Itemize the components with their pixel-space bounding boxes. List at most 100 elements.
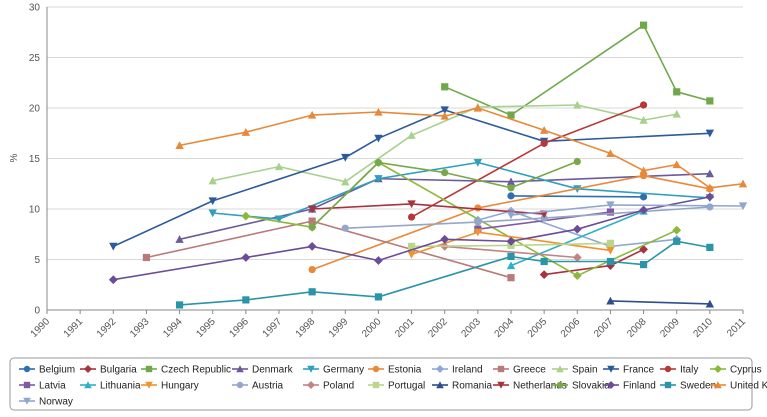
series-line-romania bbox=[610, 300, 710, 305]
data-point-united-kingdom-e-w bbox=[672, 160, 681, 169]
legend-label: Latvia bbox=[39, 381, 66, 392]
legend-item-estonia: Estonia bbox=[368, 365, 422, 376]
series-czech-republic bbox=[441, 21, 714, 119]
legend-item-spain: Spain bbox=[552, 365, 598, 376]
legend-swatch-marker bbox=[714, 365, 722, 373]
legend-swatch-marker bbox=[556, 365, 564, 373]
data-point-slovakia bbox=[374, 158, 383, 167]
series-line-estonia bbox=[311, 174, 711, 271]
data-point-portugal bbox=[606, 239, 615, 247]
data-point-romania bbox=[705, 299, 715, 308]
legend-swatch-marker bbox=[607, 365, 615, 373]
legend-swatch-marker bbox=[84, 381, 92, 389]
data-point-germany bbox=[274, 215, 284, 224]
data-point-estonia bbox=[308, 266, 316, 274]
data-point-france bbox=[109, 242, 118, 251]
legend-label: Germany bbox=[323, 365, 364, 376]
data-point-norway bbox=[738, 202, 748, 211]
legend-item-lithuania: Lithuania bbox=[80, 381, 141, 392]
series-belgium bbox=[507, 192, 648, 201]
data-point-sweden bbox=[175, 301, 184, 309]
data-point-belgium bbox=[639, 193, 648, 201]
series-line-sweden bbox=[179, 240, 711, 306]
data-point-czech-republic bbox=[706, 97, 714, 105]
series-line-austria bbox=[345, 206, 710, 229]
data-point-united-kingdom-e-w bbox=[473, 103, 483, 112]
data-point-sweden bbox=[374, 293, 383, 301]
series-netherlands bbox=[307, 200, 549, 219]
data-point-czech-republic bbox=[441, 83, 449, 91]
data-point-germany bbox=[208, 209, 217, 218]
data-point-united-kingdom-e-w bbox=[539, 126, 549, 134]
legend-item-finland: Finland bbox=[603, 381, 656, 392]
data-point-denmark bbox=[506, 177, 516, 186]
legend-swatch-marker bbox=[436, 365, 444, 373]
data-point-estonia bbox=[474, 204, 482, 212]
legend-swatch-marker bbox=[84, 365, 92, 373]
legend-label: Finland bbox=[623, 381, 656, 392]
legend-item-united-kingdom-e-w: United Kingdom (E&W) bbox=[710, 381, 767, 392]
legend-label: Cyprus bbox=[730, 365, 762, 376]
legend-item-greece: Greece bbox=[493, 365, 546, 376]
legend-swatch-marker bbox=[664, 365, 672, 373]
legend-label: Greece bbox=[513, 365, 546, 376]
data-point-slovakia bbox=[441, 169, 449, 177]
data-point-germany bbox=[374, 175, 383, 183]
data-point-lithuania bbox=[506, 261, 516, 270]
data-point-finland bbox=[108, 275, 118, 285]
data-point-finland bbox=[705, 192, 715, 202]
data-point-netherlands bbox=[407, 200, 416, 209]
legend-label: Hungary bbox=[161, 381, 199, 392]
legend-item-romania: Romania bbox=[432, 381, 492, 392]
y-tick-label: 5 bbox=[34, 255, 40, 266]
series-line-ireland bbox=[477, 210, 677, 248]
legend-swatch-marker bbox=[714, 381, 722, 389]
legend-swatch-marker bbox=[145, 381, 153, 389]
data-point-slovakia bbox=[308, 223, 316, 231]
series-line-united-kingdom-e-w bbox=[179, 107, 744, 189]
legend-box bbox=[9, 357, 753, 411]
data-point-greece bbox=[507, 274, 515, 282]
series-line-belgium bbox=[510, 195, 644, 198]
series-bulgaria bbox=[539, 245, 648, 280]
legend-item-slovakia: Slovakia bbox=[552, 381, 610, 392]
legend-label: Czech Republic bbox=[161, 365, 231, 376]
data-point-slovakia bbox=[507, 184, 515, 192]
series-finland bbox=[108, 192, 715, 285]
legend-item-norway: Norway bbox=[19, 397, 73, 408]
data-point-norway bbox=[606, 201, 615, 210]
data-point-sweden bbox=[507, 252, 515, 261]
series-italy bbox=[407, 101, 648, 221]
data-point-sweden bbox=[639, 260, 648, 269]
legend-label: Poland bbox=[323, 381, 354, 392]
legend-item-ireland: Ireland bbox=[432, 365, 483, 376]
legend-swatch-marker bbox=[664, 381, 672, 389]
legend-label: United Kingdom (E&W) bbox=[730, 381, 767, 392]
legend-label: Italy bbox=[680, 365, 698, 376]
legend-label: Netherlands bbox=[513, 381, 567, 392]
legend-label: Spain bbox=[572, 365, 598, 376]
data-point-united-kingdom-e-w bbox=[440, 111, 449, 120]
data-point-austria bbox=[341, 224, 349, 232]
legend-item-sweden: Sweden bbox=[660, 381, 716, 392]
legend-label: Sweden bbox=[680, 381, 716, 392]
data-point-france bbox=[705, 129, 715, 138]
legend-swatch-marker bbox=[607, 381, 615, 389]
data-point-denmark bbox=[705, 169, 715, 178]
series-norway bbox=[506, 201, 748, 220]
legend-swatch-marker bbox=[556, 381, 564, 389]
data-point-united-kingdom-e-w bbox=[175, 141, 184, 149]
series-line-lithuania bbox=[510, 210, 644, 267]
legend-label: Estonia bbox=[388, 365, 422, 376]
data-point-spain bbox=[407, 131, 416, 139]
data-point-cyprus bbox=[572, 271, 582, 281]
y-tick-label: 0 bbox=[34, 306, 40, 317]
data-point-cyprus bbox=[241, 211, 251, 221]
series-lines bbox=[108, 21, 748, 309]
legend-item-cyprus: Cyprus bbox=[710, 365, 762, 376]
data-point-sweden bbox=[540, 257, 548, 266]
data-point-finland bbox=[506, 236, 516, 246]
data-point-spain bbox=[341, 177, 350, 186]
legend-label: Norway bbox=[39, 397, 73, 408]
